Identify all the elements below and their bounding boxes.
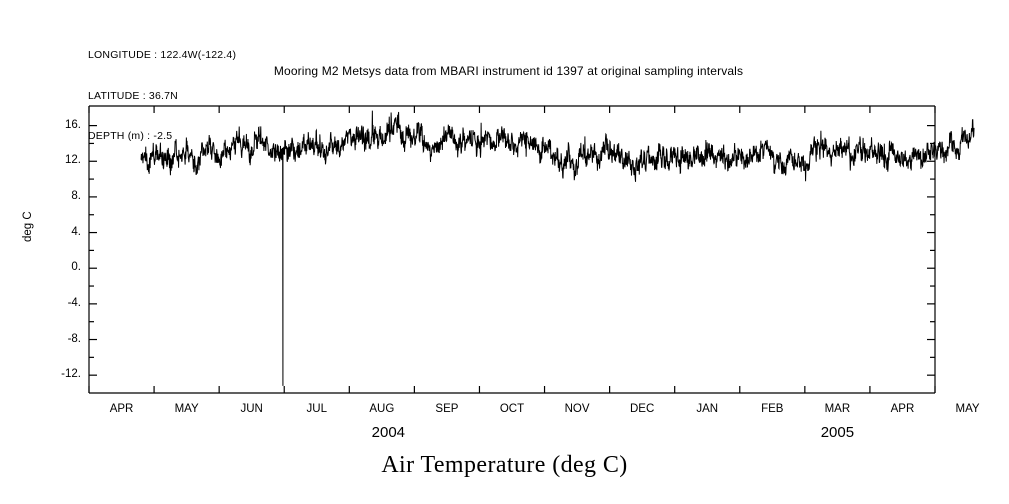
y-tick-label: 0. <box>71 261 81 274</box>
figure-caption: Air Temperature (deg C) <box>381 452 628 478</box>
x-tick-label: MAY <box>955 403 980 415</box>
x-tick-label: APR <box>109 403 134 415</box>
x-tick-label: JUL <box>306 403 327 415</box>
x-year-label: 2004 <box>371 424 406 441</box>
y-tick-label: -12. <box>61 368 81 381</box>
y-axis-ticks <box>89 125 935 376</box>
x-tick-label: SEP <box>435 403 459 415</box>
y-tick-label: 16. <box>65 118 81 131</box>
y-tick-label: -8. <box>67 332 81 345</box>
x-tick-label: AUG <box>369 403 395 415</box>
chart-title: Mooring M2 Metsys data from MBARI instru… <box>0 64 1009 78</box>
y-tick-label: 8. <box>71 189 81 202</box>
station-metadata: LONGITUDE : 122.4W(-122.4) LATITUDE : 36… <box>88 22 236 171</box>
x-axis-ticks <box>88 106 936 393</box>
x-tick-label: NOV <box>564 403 590 415</box>
x-year-label: 2005 <box>820 424 855 441</box>
chart-title-text: Mooring M2 Metsys data from MBARI instru… <box>273 64 744 78</box>
y-tick-label: 12. <box>65 154 81 167</box>
data-series-air-temperature <box>140 110 975 386</box>
depth-text: DEPTH (m) : -2.5 <box>88 130 173 142</box>
x-tick-label: FEB <box>761 403 784 415</box>
longitude-text: LONGITUDE : 122.4W(-122.4) <box>88 49 237 61</box>
y-axis-label: deg C <box>22 211 34 242</box>
x-tick-label: OCT <box>499 403 525 415</box>
x-tick-label: MAR <box>824 403 851 415</box>
y-tick-label: -4. <box>67 296 81 309</box>
x-tick-label: DEC <box>630 403 655 415</box>
x-tick-label: APR <box>890 403 915 415</box>
latitude-text: LATITUDE : 36.7N <box>88 89 178 102</box>
y-tick-label: 4. <box>71 225 81 238</box>
x-tick-label: JAN <box>696 403 719 415</box>
x-tick-label: MAY <box>174 403 199 415</box>
x-tick-label: JUN <box>240 403 263 415</box>
